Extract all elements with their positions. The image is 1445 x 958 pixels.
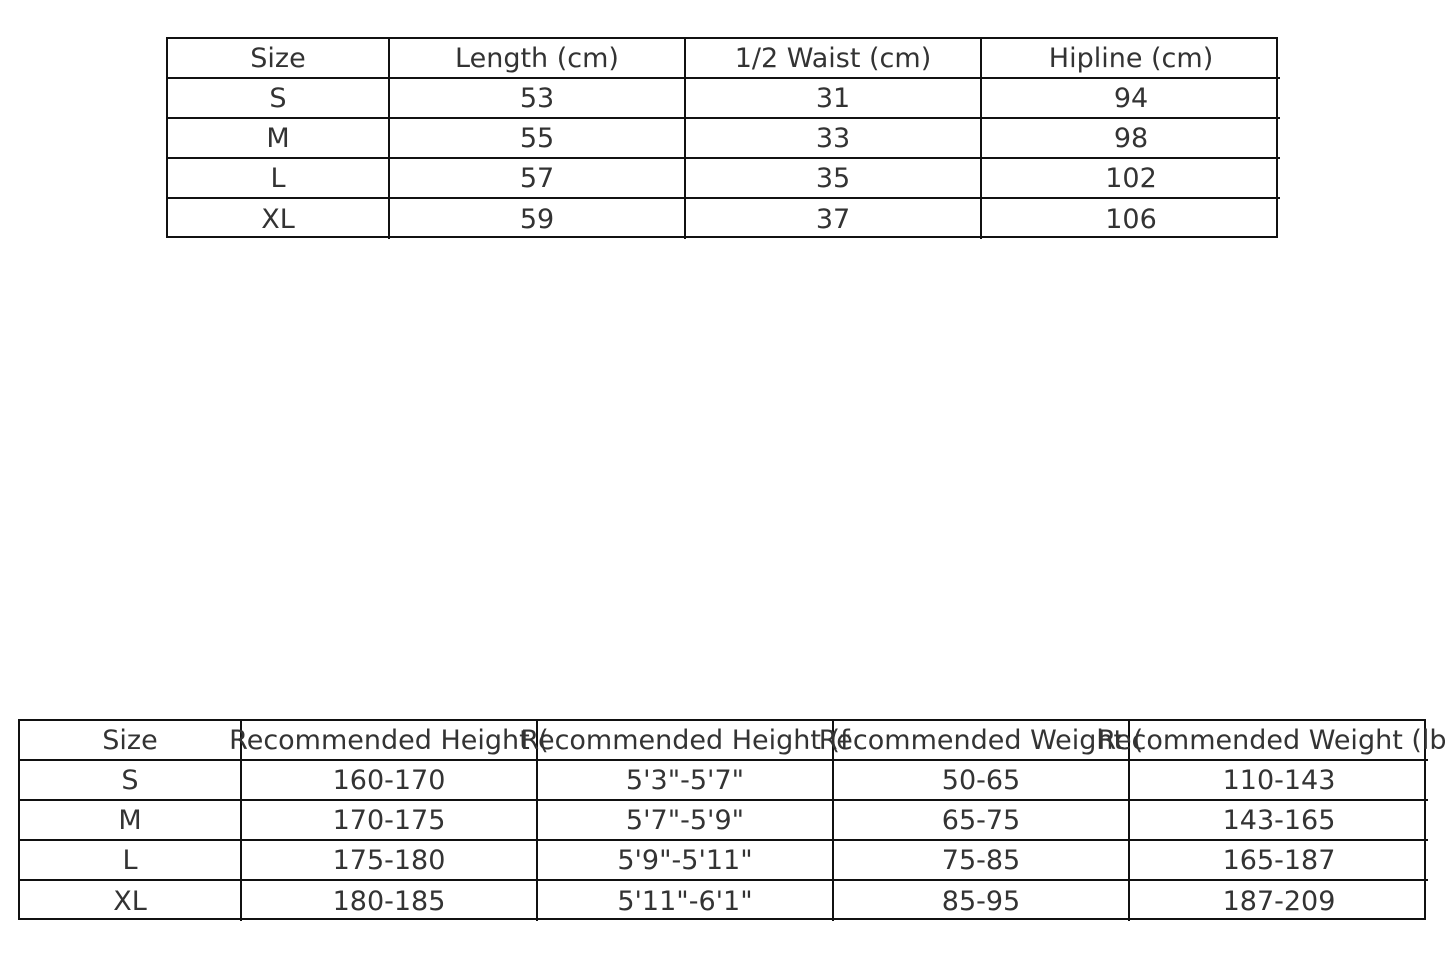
- cell: 180-185: [242, 881, 538, 921]
- header-cell: Recommended Weight (: [819, 721, 1143, 761]
- cell: XL: [168, 199, 390, 239]
- header-cell: Size: [168, 39, 390, 79]
- cell: 102: [982, 159, 1280, 199]
- cell: 175-180: [242, 841, 538, 881]
- cell: 31: [686, 79, 982, 119]
- cell: S: [168, 79, 390, 119]
- cell: 85-95: [834, 881, 1130, 921]
- header-cell: 1/2 Waist (cm): [686, 39, 982, 79]
- cell: 75-85: [834, 841, 1130, 881]
- cell: S: [20, 761, 242, 801]
- cell: 57: [390, 159, 686, 199]
- cell: L: [20, 841, 242, 881]
- cell: 5'11"-6'1": [538, 881, 834, 921]
- cell: 37: [686, 199, 982, 239]
- cell: 94: [982, 79, 1280, 119]
- header-cell: Recommended Height (: [229, 721, 549, 761]
- cell: M: [168, 119, 390, 159]
- cell: 33: [686, 119, 982, 159]
- cell: 98: [982, 119, 1280, 159]
- cell: 106: [1105, 203, 1157, 235]
- recommendation-table: Size Recommended Height (Recommended Heig…: [18, 719, 1445, 921]
- cell: 143-165: [1130, 801, 1428, 841]
- cell: 5'7"-5'9": [538, 801, 834, 841]
- cell: 170-175: [242, 801, 538, 841]
- cell: 50-65: [834, 761, 1130, 801]
- header-cell: Recommended Height (f: [520, 721, 850, 761]
- cell: 53: [390, 79, 686, 119]
- header-cell: Length (cm): [390, 39, 686, 79]
- header-cell: Size: [20, 721, 242, 761]
- cell: 187-209: [1222, 885, 1336, 917]
- cell: 59: [390, 199, 686, 239]
- cell: 65-75: [834, 801, 1130, 841]
- header-cell: Recommended Weight (lbs: [1097, 721, 1445, 761]
- cell: M: [20, 801, 242, 841]
- cell: 110-143: [1130, 761, 1428, 801]
- size-table: Size Length (cm) 1/2 Waist (cm) Hipline (cm…: [166, 37, 1280, 239]
- cell: 5'3"-5'7": [538, 761, 834, 801]
- header-cell: Hipline (cm): [982, 39, 1280, 79]
- cell: 35: [686, 159, 982, 199]
- cell: 160-170: [242, 761, 538, 801]
- cell: 5'9"-5'11": [538, 841, 834, 881]
- cell: L: [168, 159, 390, 199]
- cell: XL: [20, 881, 242, 921]
- cell: 165-187: [1130, 841, 1428, 881]
- cell: 55: [390, 119, 686, 159]
